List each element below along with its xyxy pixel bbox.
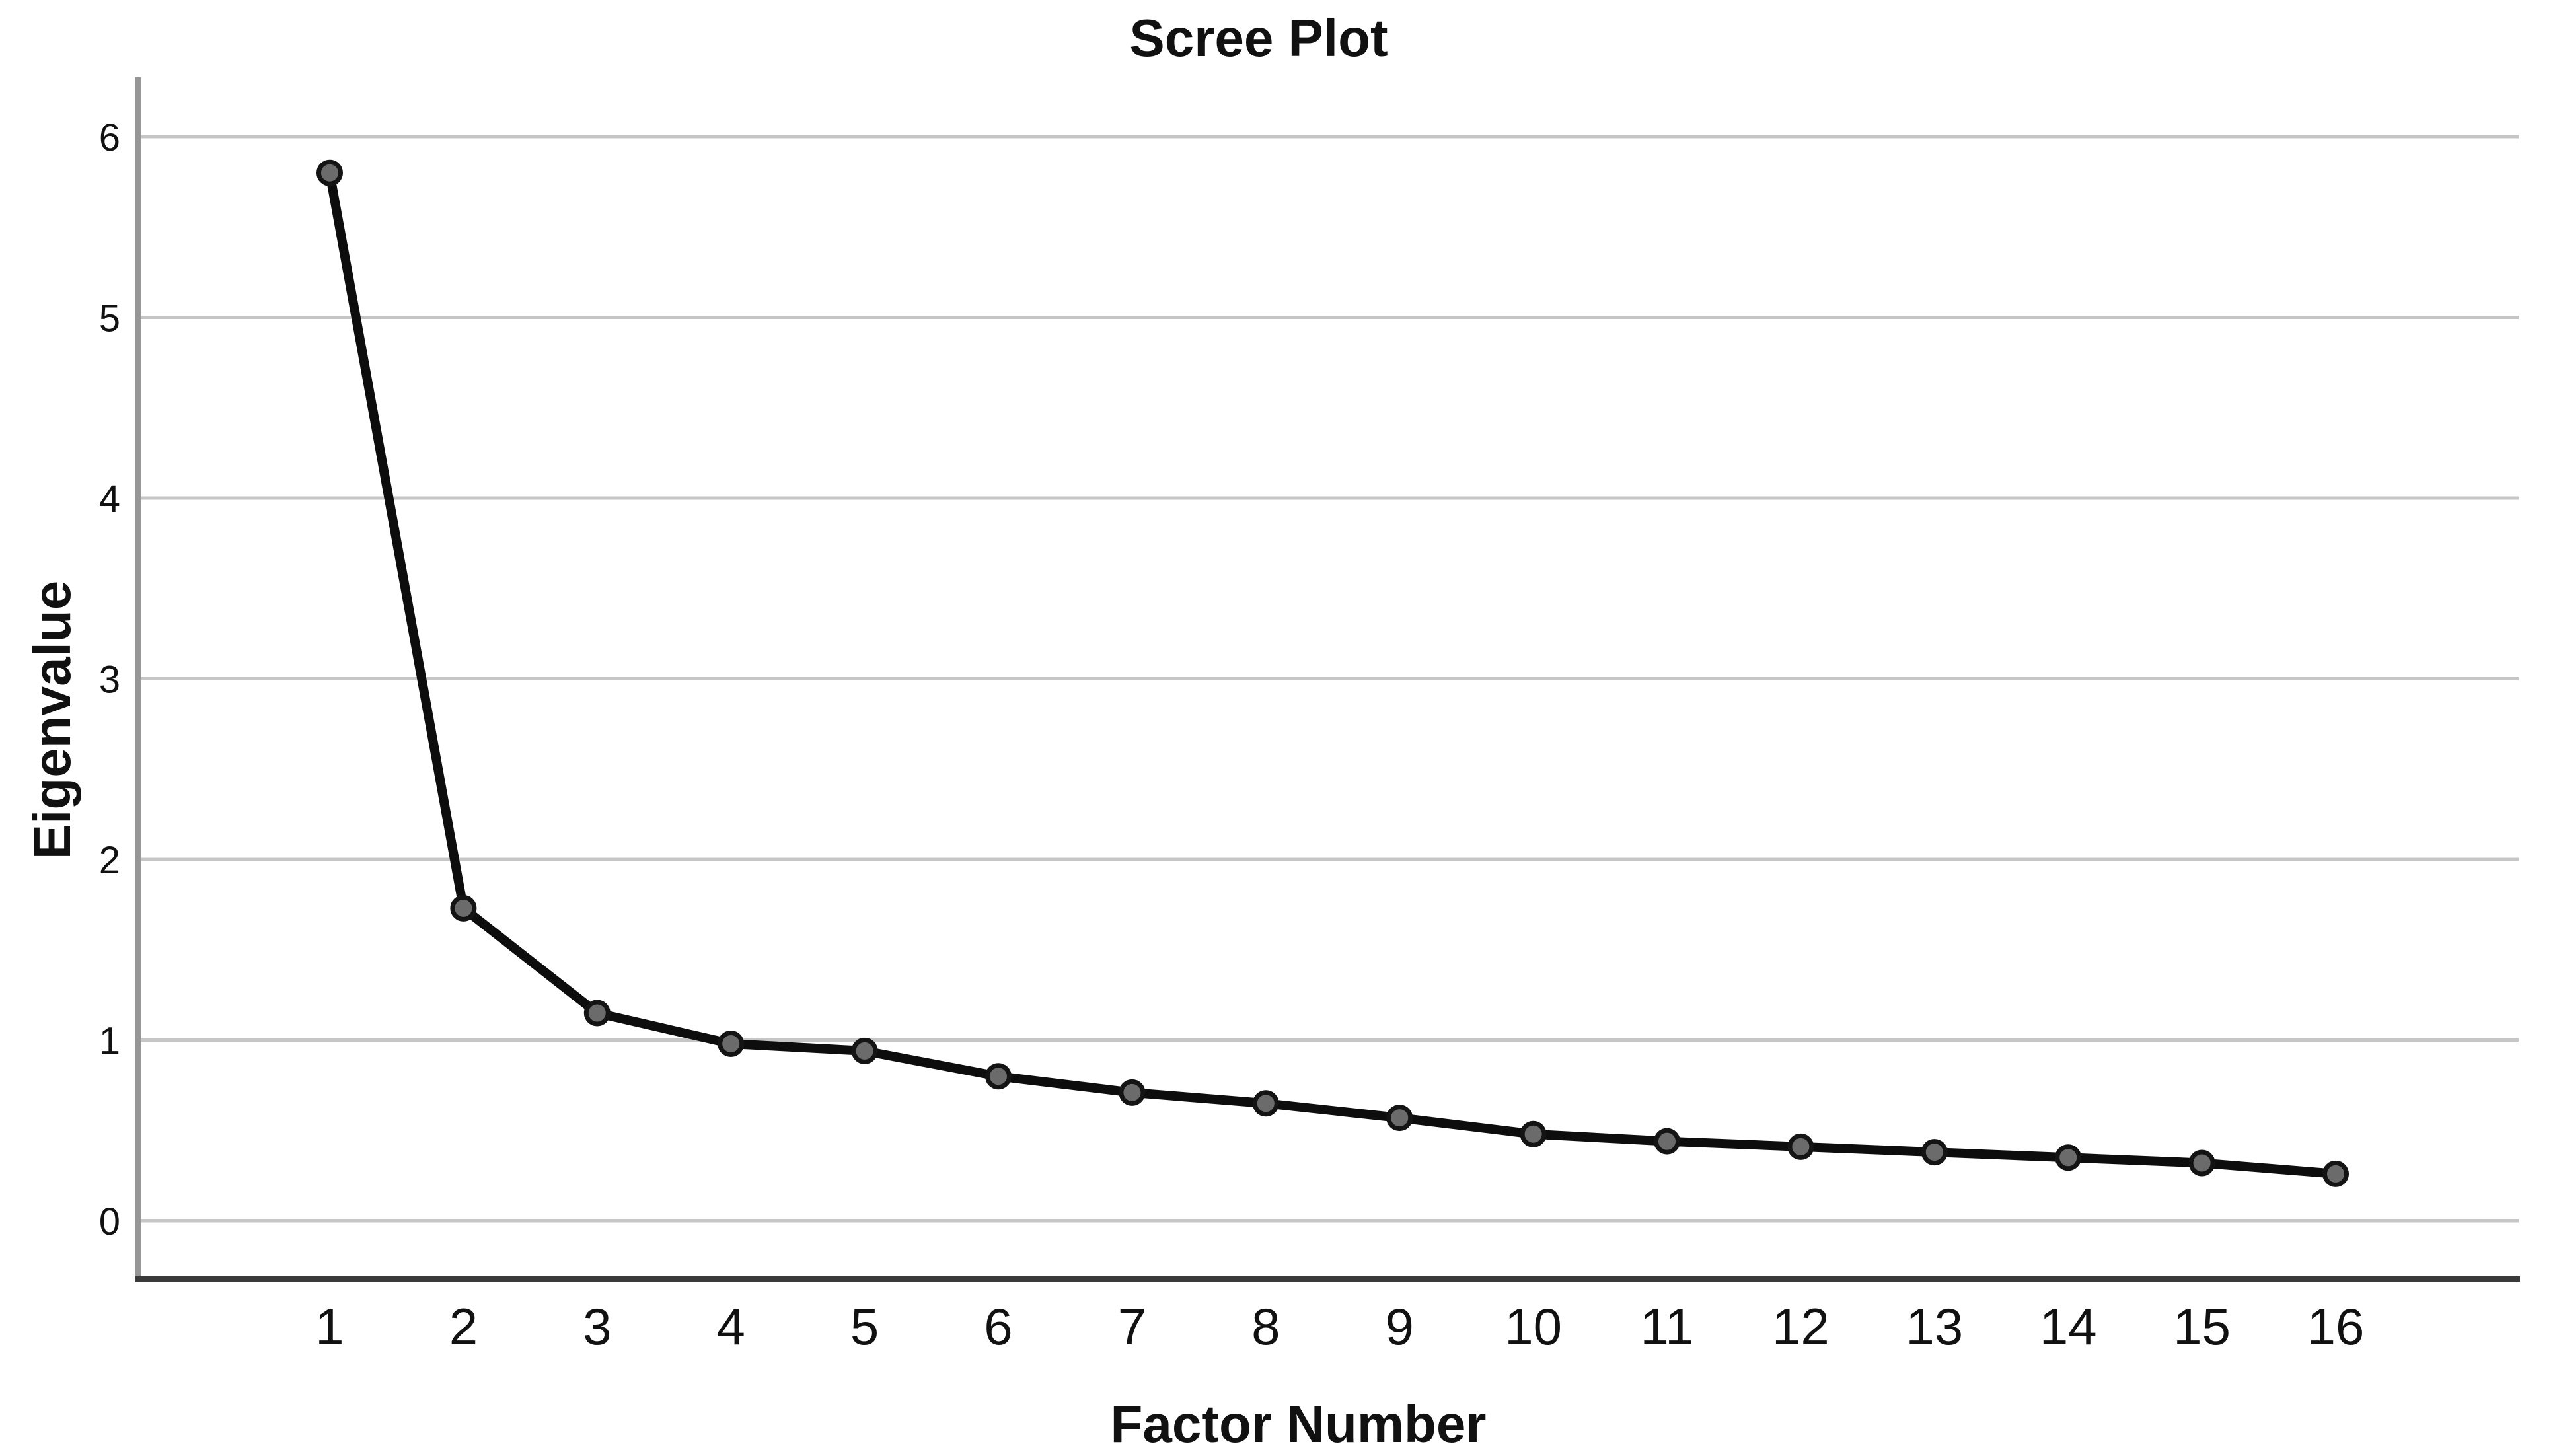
y-tick-label-2: 2 — [99, 839, 120, 882]
data-point-12 — [1787, 1133, 1814, 1160]
data-point-14 — [2055, 1144, 2082, 1171]
series-line — [325, 172, 2336, 1179]
data-point-7 — [1119, 1079, 1146, 1106]
x-tick-label-7: 7 — [1118, 1297, 1146, 1356]
data-point-16 — [2322, 1160, 2349, 1187]
x-tick-label-9: 9 — [1386, 1297, 1414, 1356]
data-point-10 — [1520, 1120, 1547, 1147]
x-tick-label-3: 3 — [583, 1297, 611, 1356]
data-point-3 — [583, 1000, 611, 1027]
y-tick-label-3: 3 — [99, 659, 120, 702]
data-point-6 — [985, 1063, 1012, 1090]
data-point-9 — [1386, 1105, 1413, 1132]
x-axis-tick-labels: 1 2 3 4 5 6 7 8 9 10 11 12 13 14 15 16 — [315, 1297, 2364, 1356]
y-tick-label-6: 6 — [99, 116, 120, 159]
data-point-8 — [1252, 1090, 1279, 1117]
data-point-5 — [851, 1037, 878, 1064]
x-tick-label-2: 2 — [449, 1297, 478, 1356]
data-point-15 — [2188, 1149, 2215, 1177]
x-tick-label-11: 11 — [1641, 1297, 1694, 1356]
y-tick-label-5: 5 — [99, 297, 120, 340]
x-axis-title: Factor Number — [1111, 1395, 1487, 1453]
x-tick-label-5: 5 — [850, 1297, 879, 1356]
data-point-1 — [316, 159, 343, 186]
data-point-13 — [1921, 1139, 1948, 1166]
x-tick-label-1: 1 — [315, 1297, 344, 1356]
data-point-markers — [316, 159, 2349, 1187]
x-tick-label-12: 12 — [1772, 1297, 1830, 1356]
x-tick-label-15: 15 — [2173, 1297, 2231, 1356]
data-point-2 — [450, 894, 477, 922]
chart-title: Scree Plot — [1129, 9, 1388, 67]
y-axis-title: Eigenvalue — [22, 581, 81, 859]
data-point-4 — [718, 1030, 745, 1057]
gridlines — [141, 135, 2519, 1223]
y-tick-label-1: 1 — [99, 1020, 120, 1063]
x-tick-label-16: 16 — [2307, 1297, 2365, 1356]
data-point-11 — [1654, 1128, 1680, 1155]
x-tick-label-14: 14 — [2040, 1297, 2097, 1356]
x-tick-label-4: 4 — [717, 1297, 745, 1356]
x-tick-label-8: 8 — [1251, 1297, 1280, 1356]
y-tick-label-4: 4 — [99, 478, 120, 521]
x-tick-label-13: 13 — [1906, 1297, 1963, 1356]
y-axis-tick-labels: 0 1 2 3 4 5 6 — [99, 116, 120, 1243]
x-tick-label-10: 10 — [1504, 1297, 1562, 1356]
x-tick-label-6: 6 — [984, 1297, 1012, 1356]
y-tick-label-0: 0 — [99, 1200, 120, 1243]
